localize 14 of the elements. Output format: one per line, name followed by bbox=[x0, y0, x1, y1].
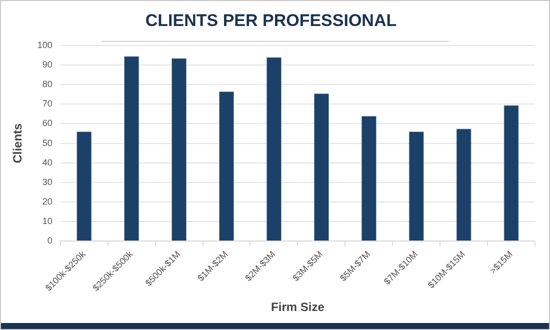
y-tick-label: 40 bbox=[42, 157, 52, 168]
x-axis-title: Firm Size bbox=[271, 300, 325, 314]
y-tick-label: 10 bbox=[42, 216, 52, 226]
y-tick-label: 0 bbox=[47, 236, 52, 246]
y-axis-title: Clients bbox=[10, 122, 25, 164]
y-tick-label: 20 bbox=[42, 196, 52, 206]
y-tick-label: 30 bbox=[42, 176, 52, 187]
y-tick-label: 60 bbox=[42, 118, 52, 128]
y-tick-label: 50 bbox=[42, 138, 52, 148]
y-tick-label: 80 bbox=[42, 79, 52, 90]
y-tick-label: 90 bbox=[42, 59, 52, 70]
y-tick-label: 70 bbox=[42, 98, 52, 109]
chart-title: CLIENTS PER PROFESSIONAL bbox=[145, 10, 397, 30]
y-tick-label: 100 bbox=[37, 40, 52, 50]
